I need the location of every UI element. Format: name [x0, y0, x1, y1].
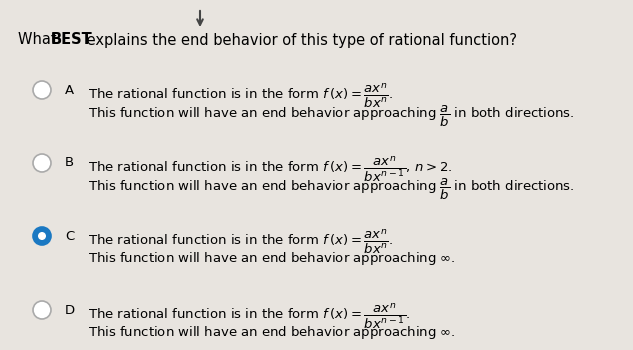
Circle shape	[33, 301, 51, 319]
Text: The rational function is in the form $f\,(x) = \dfrac{ax^n}{bx^{n-1}}$.: The rational function is in the form $f\…	[88, 302, 411, 331]
Text: D: D	[65, 303, 75, 316]
Text: explains the end behavior of this type of rational function?: explains the end behavior of this type o…	[82, 33, 517, 48]
Text: A: A	[65, 84, 74, 97]
Circle shape	[38, 232, 46, 240]
Text: This function will have an end behavior approaching $\infty$.: This function will have an end behavior …	[88, 250, 456, 267]
Text: What: What	[18, 33, 61, 48]
Text: B: B	[65, 156, 74, 169]
Circle shape	[33, 154, 51, 172]
Text: This function will have an end behavior approaching $\dfrac{a}{b}$ in both direc: This function will have an end behavior …	[88, 177, 575, 202]
Circle shape	[33, 227, 51, 245]
Text: C: C	[65, 230, 74, 243]
Text: This function will have an end behavior approaching $\dfrac{a}{b}$ in both direc: This function will have an end behavior …	[88, 104, 575, 129]
Text: The rational function is in the form $f\,(x) = \dfrac{ax^n}{bx^n}$.: The rational function is in the form $f\…	[88, 228, 393, 256]
Text: BEST: BEST	[51, 33, 93, 48]
Circle shape	[33, 81, 51, 99]
Text: This function will have an end behavior approaching $\infty$.: This function will have an end behavior …	[88, 324, 456, 341]
Text: The rational function is in the form $f\,(x) = \dfrac{ax^n}{bx^{n-1}},\,n>2$.: The rational function is in the form $f\…	[88, 155, 453, 184]
Text: The rational function is in the form $f\,(x) = \dfrac{ax^n}{bx^n}$.: The rational function is in the form $f\…	[88, 82, 393, 110]
